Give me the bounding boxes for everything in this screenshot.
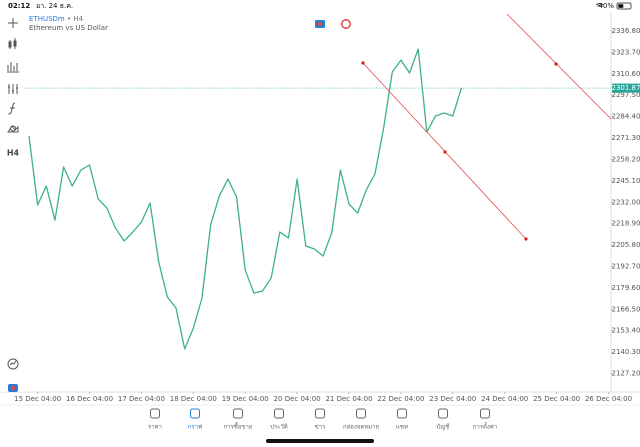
nav-icon: [274, 408, 284, 419]
y-tick-label: 2205.80: [612, 241, 640, 249]
x-tick-label: 23 Dec 04:00: [429, 395, 476, 403]
nav-item[interactable]: กล่องจดหมาย: [343, 408, 379, 431]
nav-item[interactable]: ราคา: [148, 408, 162, 431]
crosshair-icon[interactable]: [8, 18, 18, 28]
nav-icon: [315, 408, 325, 419]
y-tick-label: 2153.40: [612, 327, 640, 335]
wifi-icon: [595, 3, 604, 7]
nav-item[interactable]: กราฟ: [188, 408, 202, 431]
indicators-icon[interactable]: [7, 62, 19, 73]
plot-area: [28, 48, 463, 350]
battery-percent: 40%: [598, 2, 614, 10]
price-line: [28, 48, 463, 350]
chart: 2336.80 2323.70 2310.60 2297.50 2284.40 2271.…: [0, 12, 640, 403]
trend-point: [443, 150, 447, 154]
y-tick-label: 2284.40: [612, 113, 640, 121]
nav-icon: [397, 408, 407, 419]
settings-icon[interactable]: [8, 84, 18, 94]
nav-label: ประวัติ: [270, 424, 288, 431]
battery-icon: [616, 2, 632, 10]
toolbar-icons: [7, 18, 19, 370]
x-tick-label: 26 Dec 04:00: [585, 395, 632, 403]
x-tick-label: 20 Dec 04:00: [274, 395, 321, 403]
trend-point: [524, 237, 528, 241]
nav-label: ข่าว: [315, 424, 326, 431]
timeframe-button[interactable]: H4: [7, 149, 20, 158]
trend-point: [554, 62, 558, 66]
last-price-label: 2301.87: [612, 84, 640, 92]
search-icon[interactable]: [7, 358, 19, 370]
x-tick-label: 24 Dec 04:00: [481, 395, 528, 403]
symbol-label: ETHUSDm • H4: [29, 15, 84, 23]
y-tick-label: 2245.10: [612, 177, 640, 185]
nav-icon: [150, 408, 160, 419]
trend-line: [506, 14, 611, 120]
nav-icon: [356, 408, 366, 419]
toolbar: [0, 12, 25, 392]
function-icon[interactable]: [8, 102, 16, 115]
nav-label: กราฟ: [188, 424, 202, 431]
x-tick-label: 15 Dec 04:00: [14, 395, 61, 403]
y-tick-label: 2179.60: [612, 284, 640, 292]
x-tick-label: 16 Dec 04:00: [66, 395, 113, 403]
nav-icon: [233, 408, 243, 419]
status-time: 02:12: [8, 2, 30, 10]
last-price-box: [612, 83, 640, 93]
nav-label: การตั้งค่า: [473, 421, 497, 431]
y-tick-label: 2232.00: [612, 198, 640, 206]
trend-point: [361, 61, 365, 65]
x-tick-label: 22 Dec 04:00: [377, 395, 424, 403]
y-tick-label: 2127.20: [612, 369, 640, 377]
symbol-description: Ethereum vs US Dollar: [29, 24, 108, 32]
app-icon-dot: [10, 385, 16, 391]
y-tick-label: 2310.60: [612, 70, 640, 78]
x-tick-label: 17 Dec 04:00: [118, 395, 165, 403]
y-tick-label: 2218.90: [612, 220, 640, 228]
nav-icon: [480, 408, 490, 419]
search-icon-line: [9, 360, 17, 366]
candles-icon[interactable]: [8, 38, 17, 49]
y-tick-label: 2192.70: [612, 262, 640, 270]
battery-level: [618, 4, 624, 8]
bottom-nav: ราคา กราฟ การซื้อขาย ประวัติ ข่าว กล่องจดหมาย…: [148, 408, 497, 431]
y-tick-label: 2323.70: [612, 48, 640, 56]
nav-label: กล่องจดหมาย: [343, 424, 379, 431]
nav-item[interactable]: การซื้อขาย: [224, 408, 253, 431]
nav-icon: [190, 408, 200, 419]
nav-item[interactable]: ข่าว: [315, 408, 326, 431]
nav-label: บัญชี: [437, 423, 450, 431]
status-date: อา. 24 ธ.ค.: [36, 2, 73, 10]
home-indicator: [266, 439, 374, 443]
nav-item[interactable]: บัญชี: [437, 408, 450, 431]
y-tick-label: 2166.50: [612, 305, 640, 313]
x-tick-label: 21 Dec 04:00: [325, 395, 372, 403]
one-click-icon-inner: [318, 22, 322, 26]
objects-icon[interactable]: [7, 125, 19, 133]
x-tick-label: 19 Dec 04:00: [222, 395, 269, 403]
nav-label: ราคา: [148, 424, 162, 431]
trend-channel: [361, 14, 611, 241]
y-tick-label: 2297.50: [612, 91, 640, 99]
y-tick-label: 2271.30: [612, 134, 640, 142]
nav-label: แชท: [396, 424, 408, 431]
symbol: ETHUSDm: [29, 15, 65, 23]
nav-item[interactable]: แชท: [396, 408, 408, 431]
nav-icon: [438, 408, 448, 419]
y-tick-label: 2140.30: [612, 348, 640, 356]
nav-item[interactable]: การตั้งค่า: [473, 408, 497, 431]
x-tick-label: 25 Dec 04:00: [533, 395, 580, 403]
symbol-timeframe: • H4: [67, 15, 84, 23]
y-tick-label: 2258.20: [612, 155, 640, 163]
nav-item[interactable]: ประวัติ: [270, 408, 288, 431]
x-tick-label: 18 Dec 04:00: [170, 395, 217, 403]
nav-label: การซื้อขาย: [224, 421, 253, 431]
trade-icon[interactable]: [341, 19, 351, 29]
y-tick-label: 2336.80: [612, 27, 640, 35]
